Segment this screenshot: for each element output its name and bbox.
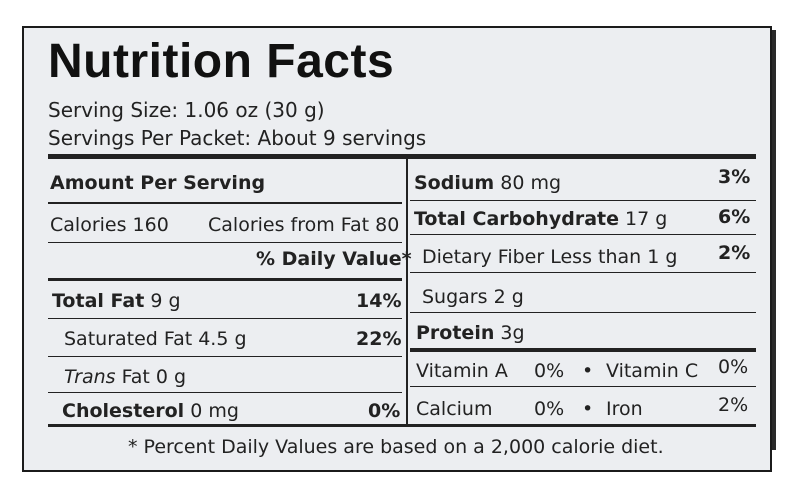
nutrient-amount: 0 g: [155, 366, 187, 388]
nutrient-cholesterol: Cholesterol 0 mg: [62, 402, 239, 421]
iron-label: Iron: [606, 398, 643, 420]
thick-divider: [48, 424, 756, 427]
vitamin-c-pct: 0%: [718, 356, 749, 378]
nutrient-label: Sodium: [414, 172, 495, 194]
thick-divider: [48, 154, 756, 159]
nutrient-dv: 3%: [718, 166, 751, 188]
vitamin-a-label: Vitamin A: [416, 360, 508, 382]
nutrient-label: Cholesterol: [62, 400, 185, 422]
nutrient-dv: 0%: [368, 400, 401, 422]
label-title: Nutrition Facts: [48, 35, 395, 88]
bullet: •: [582, 398, 594, 420]
divider: [48, 318, 402, 319]
nutrient-label: Total Carbohydrate: [414, 208, 619, 230]
daily-value-header: % Daily Value*: [256, 248, 412, 270]
vitamin-c-label: Vitamin C: [606, 360, 699, 382]
nutrient-total-carbohydrate: Total Carbohydrate 17 g: [414, 210, 667, 229]
nutrient-sugars: Sugars 2 g: [422, 288, 524, 307]
column-divider: [406, 159, 408, 425]
nutrient-dv: 14%: [356, 290, 402, 312]
nutrient-total-fat: Total Fat 9 g: [52, 292, 181, 311]
nutrient-amount: 4.5 g: [198, 328, 247, 350]
calories-value: 160: [132, 214, 169, 236]
footnote: * Percent Daily Values are based on a 2,…: [128, 436, 664, 458]
divider: [410, 272, 756, 273]
iron-pct: 2%: [718, 394, 749, 416]
nutrient-trans-fat: Trans Fat 0 g: [64, 368, 186, 387]
nutrient-amount: 3g: [500, 322, 525, 344]
calcium-label: Calcium: [416, 398, 493, 420]
serving-size: Serving Size: 1.06 oz (30 g): [48, 98, 325, 122]
nutrient-amount: 0 mg: [190, 400, 239, 422]
nutrient-amount: 17 g: [625, 208, 668, 230]
divider: [48, 242, 402, 243]
divider: [48, 202, 402, 204]
nutrient-amount: Less than 1 g: [550, 246, 678, 268]
calories-from-fat: Calories from Fat 80: [208, 214, 400, 236]
nutrient-saturated-fat: Saturated Fat 4.5 g: [64, 330, 247, 349]
divider: [410, 200, 756, 201]
amount-per-serving: Amount Per Serving: [50, 172, 266, 194]
divider: [410, 312, 756, 313]
thick-divider: [410, 348, 756, 352]
nutrient-label-italic: Trans: [64, 366, 116, 388]
vitamin-a-pct: 0%: [534, 360, 565, 382]
nutrient-label: Sugars: [422, 286, 488, 308]
nutrient-label: Fat: [121, 366, 150, 388]
divider: [410, 386, 756, 387]
nutrient-dv: 2%: [718, 242, 751, 264]
calcium-pct: 0%: [534, 398, 565, 420]
divider: [48, 392, 402, 393]
nutrient-dv: 22%: [356, 328, 402, 350]
nutrient-dv: 6%: [718, 206, 751, 228]
label-edge-shadow: [770, 30, 776, 450]
nutrient-amount: 2 g: [493, 286, 524, 308]
calories-row: Calories 160: [50, 216, 169, 235]
divider: [48, 356, 402, 357]
bullet: •: [582, 360, 594, 382]
nutrient-label: Dietary Fiber: [422, 246, 545, 268]
nutrient-sodium: Sodium 80 mg: [414, 174, 561, 193]
nutrition-facts-label: Nutrition Facts Serving Size: 1.06 oz (3…: [22, 26, 772, 472]
nutrient-label: Protein: [416, 322, 495, 344]
nutrient-label: Total Fat: [52, 290, 145, 312]
calories-label: Calories: [50, 214, 127, 236]
nutrient-amount: 80 mg: [500, 172, 562, 194]
servings-per-packet: Servings Per Packet: About 9 servings: [48, 126, 427, 150]
divider: [410, 234, 756, 235]
nutrient-amount: 9 g: [150, 290, 181, 312]
nutrient-dietary-fiber: Dietary Fiber Less than 1 g: [422, 248, 677, 267]
nutrient-protein: Protein 3g: [416, 324, 525, 343]
nutrient-label: Saturated Fat: [64, 328, 193, 350]
divider: [48, 278, 402, 281]
